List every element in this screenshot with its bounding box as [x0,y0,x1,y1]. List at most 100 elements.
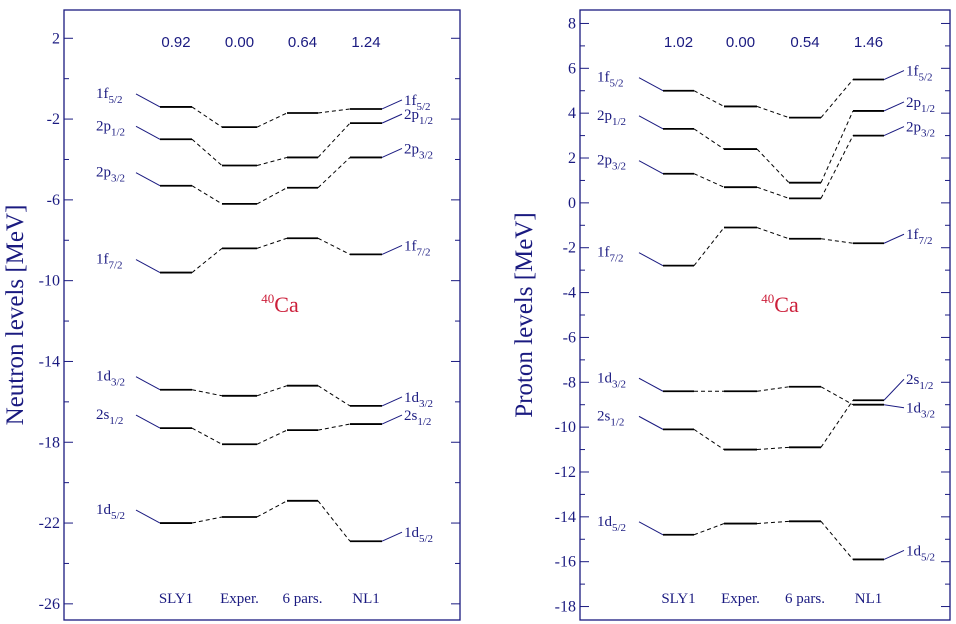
state-label-left: 2p3/2 [597,153,626,173]
level-connector [256,500,288,518]
column-value-label: 1.46 [854,34,883,51]
level-connector [191,185,223,205]
level-connector [191,106,223,128]
label-leader-left [135,509,161,524]
y-tick-label: 0 [568,195,576,212]
label-leader-right [381,414,403,425]
label-leader-right [381,113,403,124]
y-tick-label: -2 [563,240,576,257]
label-leader-right [883,70,905,80]
level-connector [693,128,725,150]
level-connector [756,105,790,119]
state-label-right: 1d5/2 [906,543,935,563]
level-connector [756,520,790,525]
level-connector [317,237,351,255]
column-value-label: 0.92 [161,34,190,51]
state-label-right: 2p3/2 [404,141,433,161]
label-leader-right [381,396,403,407]
level-connector [191,389,223,397]
label-leader-right [883,233,905,244]
y-tick-label: -26 [39,596,60,613]
level-connector [820,135,854,199]
state-label-right: 1d5/2 [404,525,433,545]
state-label-left: 1f7/2 [96,252,123,272]
label-leader-left [638,377,664,392]
level-connector [317,122,351,158]
level-connector [820,110,854,183]
level-connector [256,237,288,249]
state-label-left: 2p1/2 [597,108,626,128]
column-value-label: 0.54 [790,34,819,51]
level-connector [820,79,854,118]
y-tick-label: -16 [555,554,576,571]
label-leader-left [638,160,664,175]
column-label: NL1 [352,591,380,607]
y-tick-label: -18 [39,434,60,451]
label-leader-left [638,115,664,130]
level-connector [820,521,854,560]
label-leader-left [135,172,161,187]
level-connector [256,156,288,167]
state-label-right: 2p1/2 [906,95,935,115]
y-tick-label: -10 [39,273,60,290]
state-label-right: 1d3/2 [404,390,433,410]
level-connector [317,385,351,407]
y-tick-label: -6 [563,329,576,346]
level-connector [693,523,725,536]
level-connector [820,238,854,244]
y-axis-label: Proton levels [MeV] [511,212,538,418]
column-value-label: 1.24 [351,34,380,51]
label-leader-left [135,125,161,140]
label-leader-left [638,415,664,430]
state-label-left: 1f5/2 [597,70,624,90]
label-leader-right [381,244,403,255]
column-value-label: 0.64 [288,34,317,51]
label-leader-left [135,414,161,429]
panel-proton: -18 -16 -14 -12 -10 -8 -6 -4 -2 0 2 4 6 8 Proton level… [511,9,951,621]
label-leader-left [135,259,161,274]
level-connector [256,187,288,205]
level-connector [756,186,790,199]
level-connector [256,112,288,128]
y-tick-label: 2 [568,150,576,167]
y-tick-label: 8 [568,15,576,32]
y-tick-label: 2 [52,30,60,47]
column-label: 6 pars. [785,591,825,607]
column-label: Exper. [721,591,760,607]
column-value-label: 0.00 [726,34,755,51]
y-tick-label: -8 [563,374,576,391]
y-tick-label: -10 [555,419,576,436]
level-connector [317,500,351,542]
state-label-left: 1f5/2 [96,86,123,106]
y-tick-label: -12 [555,464,576,481]
label-leader-left [135,93,161,108]
nucleus-label: 40Ca [261,291,299,317]
y-axis-label: Neutron levels [MeV] [2,205,29,426]
level-connector [191,427,223,445]
y-tick-label: 4 [568,105,576,122]
column-label: SLY1 [159,591,193,607]
column-label: SLY1 [661,591,695,607]
level-connector [756,446,790,451]
label-leader-left [135,376,161,391]
state-label-right: 2s1/2 [906,372,933,392]
state-label-left: 2p3/2 [96,165,125,185]
state-label-right: 1f5/2 [906,64,933,84]
level-connector [756,148,790,184]
level-connector [756,227,790,240]
y-tick-label: 6 [568,60,576,77]
level-connector [256,385,288,397]
y-tick-label: -22 [39,515,60,532]
state-label-right: 1f5/2 [404,93,431,113]
label-leader-right [381,147,403,158]
state-label-left: 1d3/2 [96,369,125,389]
state-label-right: 2p3/2 [906,120,935,140]
state-label-left: 1f7/2 [597,245,624,265]
label-leader-right [883,378,905,401]
label-leader-right [381,531,403,542]
level-connector [820,399,854,448]
nucleus-label: 40Ca [761,291,799,317]
level-connector [191,516,223,524]
